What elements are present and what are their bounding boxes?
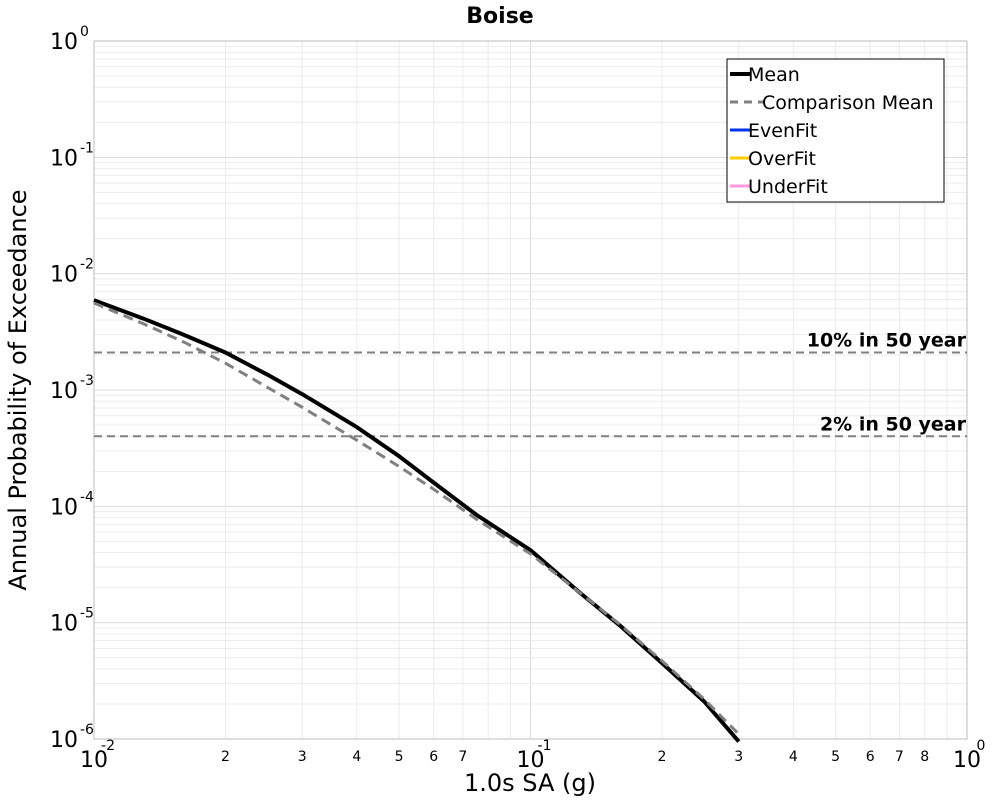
x-minor-tick-label: 7 (458, 749, 467, 765)
x-minor-tick-label: 5 (395, 749, 404, 765)
y-tick-exponent: -4 (80, 489, 94, 505)
chart-title: Boise (466, 4, 533, 29)
reference-lines: 10% in 50 year 2% in 50 year (94, 330, 967, 438)
x-minor-tick-label: 5 (831, 749, 840, 765)
legend-item-label: OverFit (748, 148, 816, 170)
x-minor-tick-label: 6 (429, 749, 438, 765)
legend-item-label: UnderFit (748, 176, 828, 198)
y-tick-label: 10 (50, 30, 78, 55)
y-tick-exponent: -3 (80, 373, 94, 389)
x-minor-tick-label: 2 (657, 749, 666, 765)
series-lines (93, 298, 741, 743)
x-minor-tick-label: 8 (920, 749, 929, 765)
y-tick-exponent: 0 (80, 24, 89, 40)
y-tick-label: 10 (50, 728, 78, 753)
legend-item-label: Comparison Mean (762, 92, 934, 114)
y-tick-exponent: -6 (80, 722, 94, 738)
legend-item-label: EvenFit (748, 120, 817, 142)
y-tick-exponent: -2 (80, 257, 94, 273)
x-minor-tick-label: 3 (298, 749, 307, 765)
y-tick-label: 10 (50, 379, 78, 404)
x-tick-label: 10 (517, 748, 545, 773)
legend: Mean Comparison Mean EvenFit OverFit UnderFi… (726, 58, 945, 203)
y-tick-label: 10 (50, 495, 78, 520)
y-axis-label: Annual Probability of Exceedance (4, 189, 32, 590)
x-minor-tick-label: 2 (221, 749, 230, 765)
legend-item-label: Mean (748, 64, 800, 86)
y-tick-label: 10 (50, 263, 78, 288)
x-tick-exponent: -2 (101, 738, 115, 754)
y-tick-exponent: -5 (80, 606, 94, 622)
x-minor-tick-label: 7 (895, 749, 904, 765)
x-axis-label: 1.0s SA (g) (464, 769, 596, 797)
x-minor-tick-label: 4 (352, 749, 361, 765)
y-tick-label: 10 (50, 612, 78, 637)
x-minor-tick-label: 3 (734, 749, 743, 765)
x-tick-exponent: -1 (538, 738, 552, 754)
series-line-comparison-mean (93, 301, 740, 736)
x-tick-label: 10 (953, 748, 981, 773)
y-tick-label: 10 (50, 146, 78, 171)
x-tick-label: 10 (80, 748, 108, 773)
y-tick-exponent: -1 (80, 140, 94, 156)
reference-line-label: 10% in 50 year (807, 330, 967, 352)
series-line-mean (93, 298, 741, 743)
x-minor-tick-label: 6 (866, 749, 875, 765)
reference-line-label: 2% in 50 year (820, 413, 967, 435)
plot-frame (93, 40, 968, 740)
legend-box (726, 58, 945, 203)
x-minor-tick-label: 4 (789, 749, 798, 765)
x-tick-exponent: 0 (977, 738, 986, 754)
